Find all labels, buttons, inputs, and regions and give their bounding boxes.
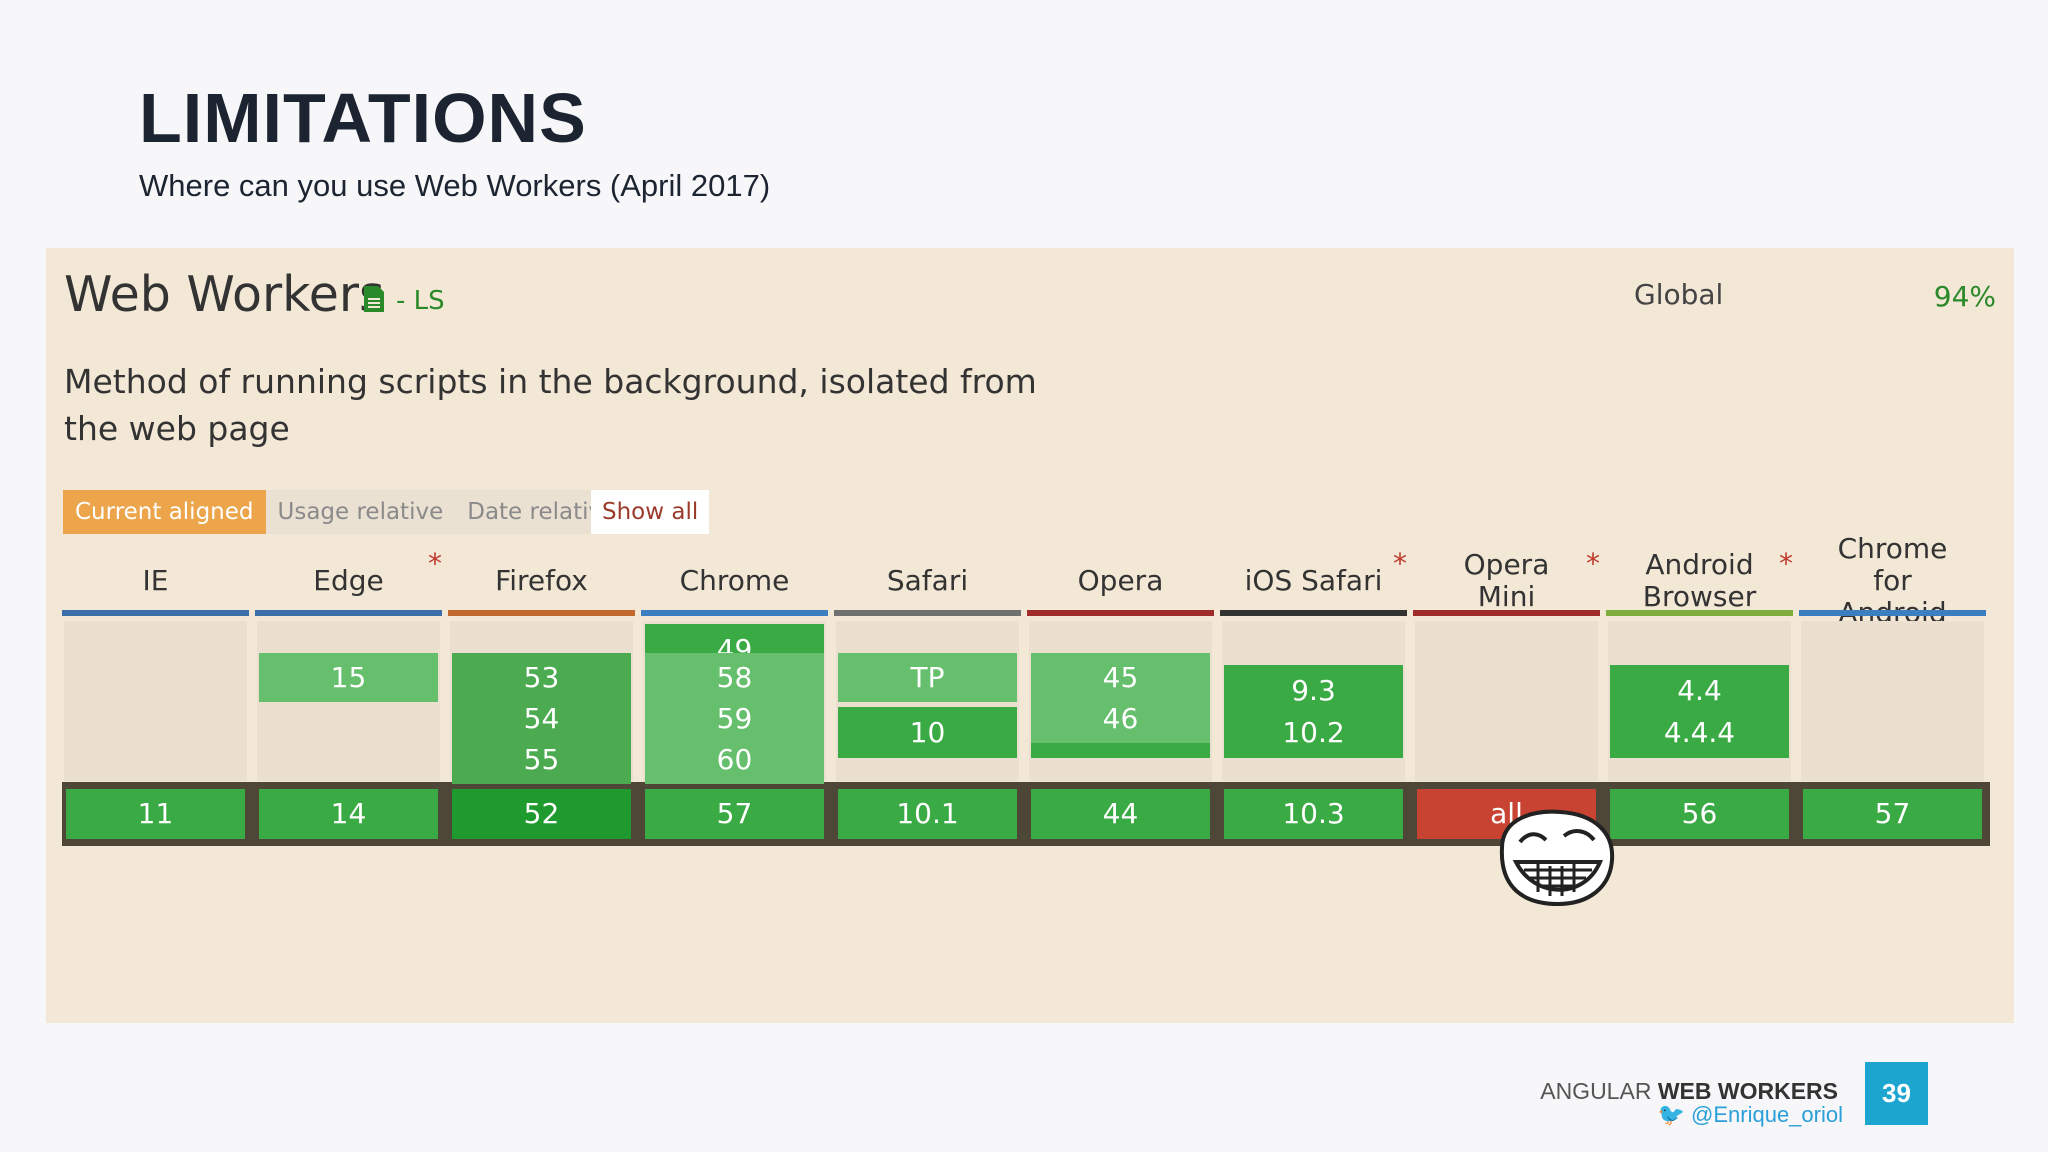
browser-color-bar (448, 610, 635, 616)
future-version-cell[interactable]: TP (838, 653, 1017, 702)
browser-color-bar (1027, 610, 1214, 616)
future-version-cell[interactable]: 54 (452, 694, 631, 743)
footer-twitter-handle[interactable]: 🐦 @Enrique_oriol (1657, 1102, 1843, 1127)
slide-title: LIMITATIONS (139, 79, 587, 157)
browser-header-android-browser[interactable]: Android Browser * (1606, 548, 1793, 614)
current-version-cell[interactable]: 56 (1610, 789, 1789, 839)
feature-title[interactable]: Web Workers (64, 266, 385, 323)
browser-color-bar (834, 610, 1021, 616)
browser-name: Edge (313, 564, 384, 597)
troll-face-icon (1499, 809, 1615, 907)
show-all-button[interactable]: Show all (591, 490, 710, 534)
global-label: Global (1634, 278, 1724, 311)
caniuse-panel: Web Workers - LS Global 94% Method of ru… (46, 248, 2014, 1023)
browser-header-ios-safari[interactable]: iOS Safari * (1220, 548, 1407, 614)
browser-header-opera-mini[interactable]: Opera Mini * (1413, 548, 1600, 614)
past-versions-column (1415, 621, 1598, 781)
browser-color-bar (1606, 610, 1793, 616)
current-version-cell[interactable]: 57 (645, 789, 824, 839)
current-version-cell[interactable]: 14 (259, 789, 438, 839)
current-version-cell[interactable]: 10.1 (838, 789, 1017, 839)
partial-support-note-marker[interactable]: * (1393, 547, 1407, 580)
future-version-cell[interactable]: 53 (452, 653, 631, 702)
browser-header-ie[interactable]: IE (62, 548, 249, 614)
browser-color-bar (641, 610, 828, 616)
version-cell[interactable]: 10 (838, 707, 1017, 758)
future-version-cell[interactable]: 60 (645, 735, 824, 784)
future-version-cell[interactable]: 45 (1031, 653, 1210, 702)
browser-color-bar (1799, 610, 1986, 616)
browser-name: Firefox (495, 564, 588, 597)
browser-header-opera[interactable]: Opera (1027, 548, 1214, 614)
current-version-cell[interactable]: 44 (1031, 789, 1210, 839)
browser-name: Android Browser (1642, 548, 1757, 613)
browser-color-bar (255, 610, 442, 616)
browser-header-chrome[interactable]: Chrome (641, 548, 828, 614)
future-version-cell[interactable]: 46 (1031, 694, 1210, 743)
global-usage-value: 94% (1933, 280, 1996, 313)
current-version-cell[interactable]: 11 (66, 789, 245, 839)
toggle-usage-relative[interactable]: Usage relative (265, 490, 456, 534)
feature-description: Method of running scripts in the backgro… (64, 362, 1037, 448)
current-version-cell[interactable]: 52 (452, 789, 631, 839)
partial-support-note-marker[interactable]: * (428, 547, 442, 580)
toggle-current-aligned[interactable]: Current aligned (63, 490, 266, 534)
version-cell[interactable]: 10.2 (1224, 707, 1403, 758)
past-versions-column (1801, 621, 1984, 781)
view-toggle-group: Current aligned Usage relative Date rela… (63, 490, 629, 534)
browser-name: Safari (886, 564, 969, 597)
partial-support-note-marker[interactable]: * (1586, 547, 1600, 580)
browser-header-firefox[interactable]: Firefox (448, 548, 635, 614)
browser-color-bar (1220, 610, 1407, 616)
version-cell[interactable]: 4.4.4 (1610, 707, 1789, 758)
browser-name: Opera Mini (1463, 548, 1550, 613)
browser-color-bar (62, 610, 249, 616)
browser-name: iOS Safari (1244, 564, 1383, 597)
partial-support-note-marker[interactable]: * (1779, 547, 1793, 580)
future-version-cell[interactable]: 58 (645, 653, 824, 702)
page-number: 39 (1865, 1062, 1928, 1125)
slide-subtitle: Where can you use Web Workers (April 201… (139, 168, 771, 203)
browser-name: IE (142, 564, 169, 597)
current-version-cell[interactable]: 57 (1803, 789, 1982, 839)
spec-status-label: - LS (396, 286, 445, 316)
twitter-bird-icon: 🐦 (1657, 1102, 1685, 1127)
browser-name: Opera (1077, 564, 1164, 597)
browser-name: Chrome (679, 564, 790, 597)
browser-header-edge[interactable]: Edge * (255, 548, 442, 614)
browser-color-bar (1413, 610, 1600, 616)
current-version-cell[interactable]: 10.3 (1224, 789, 1403, 839)
future-version-cell[interactable]: 15 (259, 653, 438, 702)
footer-brand: ANGULAR WEB WORKERS (1540, 1078, 1838, 1104)
future-version-cell[interactable]: 59 (645, 694, 824, 743)
past-versions-column (64, 621, 247, 781)
spec-document-icon[interactable] (364, 286, 384, 312)
browser-header-safari[interactable]: Safari (834, 548, 1021, 614)
future-version-cell[interactable]: 55 (452, 735, 631, 784)
browser-header-chrome-for-android[interactable]: Chrome for Android (1799, 533, 1986, 629)
